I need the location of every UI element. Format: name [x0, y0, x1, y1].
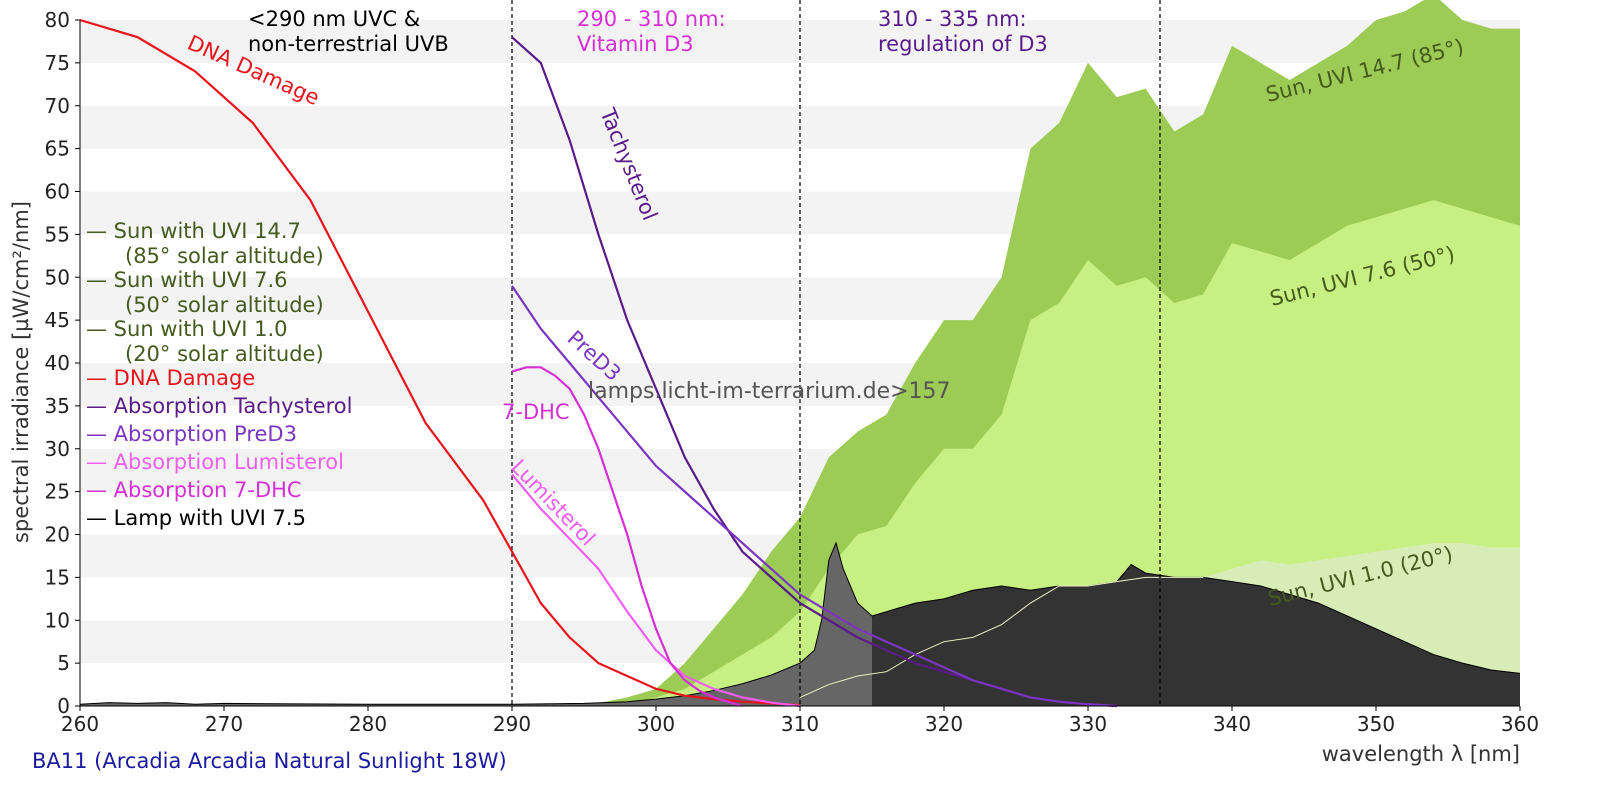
region-label-line2: Vitamin D3	[577, 32, 694, 56]
y-tick-label: 15	[45, 565, 70, 589]
axes: 260 270 280 290 300 310 320 330 340 350 360 0 5 10 15 2…	[9, 8, 1539, 766]
x-tick-label: 360	[1501, 712, 1539, 736]
legend-entry-sub: (50° solar altitude)	[125, 293, 324, 317]
legend-entry: — Sun with UVI 7.6	[86, 268, 288, 292]
legend-entry: — Absorption Tachysterol	[86, 394, 352, 418]
y-tick-label: 0	[57, 694, 70, 718]
grid-band	[80, 20, 1520, 63]
y-tick-label: 50	[45, 265, 70, 289]
x-tick-label: 350	[1357, 712, 1395, 736]
y-tick-label: 65	[45, 137, 70, 161]
watermark: lamps.licht-im-terrarium.de>157	[588, 379, 951, 404]
legend-entry: — Sun with UVI 1.0	[86, 317, 288, 341]
y-tick-label: 70	[45, 94, 70, 118]
y-tick-label: 10	[45, 608, 70, 632]
y-tick-label: 25	[45, 480, 70, 504]
lumisterol-curve	[511, 473, 801, 708]
legend-entry: — DNA Damage	[86, 366, 255, 390]
y-axis-label: spectral irradiance [µW/cm²/nm]	[9, 201, 33, 543]
region-label-line2: regulation of D3	[878, 32, 1048, 56]
legend-entry: — Absorption PreD3	[86, 422, 297, 446]
x-tick-label: 280	[349, 712, 387, 736]
y-tick-label: 5	[57, 651, 70, 675]
x-tick-label: 300	[637, 712, 675, 736]
region-label-line2: non-terrestrial UVB	[248, 32, 449, 56]
lamp-detail-line	[799, 576, 1204, 698]
x-tick-label: 310	[781, 712, 819, 736]
legend-entry-sub: (85° solar altitude)	[125, 244, 324, 268]
lamp-area-uvb	[80, 543, 872, 706]
dhc-curve	[511, 366, 743, 708]
pred3-curve	[511, 285, 1117, 708]
legend-entry-sub: (20° solar altitude)	[125, 342, 324, 366]
dna-damage-curve	[79, 18, 801, 707]
legend-entry: — Absorption Lumisterol	[86, 450, 344, 474]
region-divider-lines	[511, 0, 1161, 706]
caption: BA11 (Arcadia Arcadia Natural Sunlight 1…	[32, 749, 507, 773]
y-tick-label: 80	[45, 8, 70, 32]
lamp-line	[79, 541, 1521, 705]
x-tick-label: 260	[61, 712, 99, 736]
y-tick-label: 40	[45, 351, 70, 375]
y-tick-label: 30	[45, 437, 70, 461]
y-tick-label: 60	[45, 180, 70, 204]
dhc-label: 7-DHC	[502, 400, 570, 424]
y-tick-label: 35	[45, 394, 70, 418]
y-tick-label: 55	[45, 222, 70, 246]
x-axis-label: wavelength λ [nm]	[1322, 742, 1520, 766]
y-tick-label: 45	[45, 308, 70, 332]
legend-entry: — Sun with UVI 14.7	[86, 219, 301, 243]
x-tick-label: 330	[1069, 712, 1107, 736]
x-tick-label: 290	[493, 712, 531, 736]
region-label-line1: <290 nm UVC &	[248, 7, 420, 31]
x-tick-label: 340	[1213, 712, 1251, 736]
x-tick-label: 270	[205, 712, 243, 736]
line-series	[79, 18, 1117, 708]
region-label-line1: 290 - 310 nm:	[577, 7, 726, 31]
region-label-line1: 310 - 335 nm:	[878, 7, 1027, 31]
legend-entry: — Absorption 7-DHC	[86, 478, 302, 502]
y-tick-label: 75	[45, 51, 70, 75]
y-tick-label: 20	[45, 523, 70, 547]
x-tick-label: 320	[925, 712, 963, 736]
legend-entry: — Lamp with UVI 7.5	[86, 506, 306, 530]
